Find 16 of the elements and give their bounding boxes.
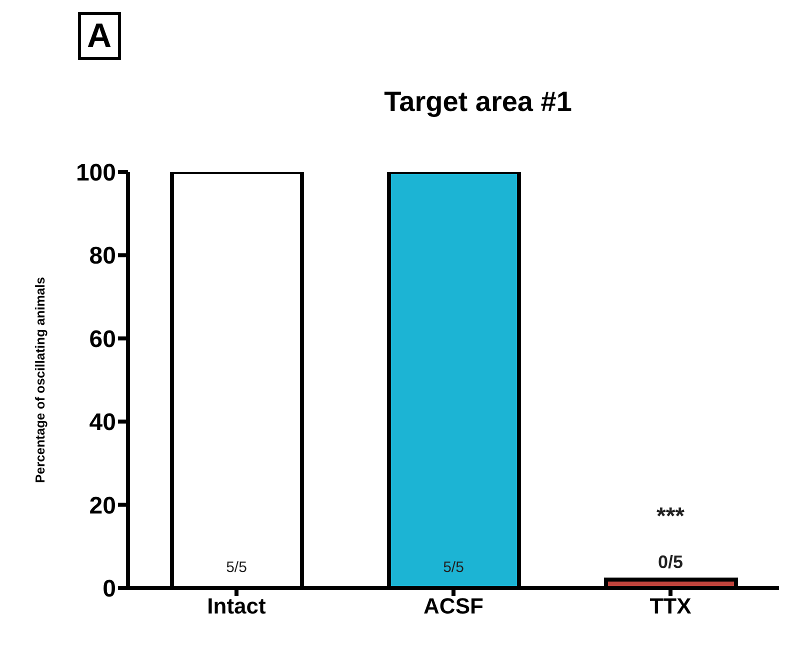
annotation: 0/5 (656, 552, 684, 572)
y-tick-label: 80 (89, 242, 116, 270)
x-tick-label: ACSF (424, 594, 484, 619)
x-tick-label: TTX (650, 594, 692, 619)
annotation: 5/5 (225, 559, 248, 576)
annotation: *** (655, 502, 686, 530)
y-tick-label: 60 (89, 326, 116, 353)
y-tick-label: 40 (89, 409, 116, 436)
y-tick-label: 0 (102, 576, 116, 603)
y-tick-label: 20 (89, 492, 116, 520)
y-tick-label: 100 (76, 160, 116, 187)
panel-letter-box: A (78, 12, 121, 60)
y-axis-title: Percentage of oscillating animals (32, 277, 48, 483)
chart-title: Target area #1 (383, 86, 573, 118)
x-tick-label: Intact (207, 594, 267, 619)
annotation: 5/5 (442, 559, 465, 576)
